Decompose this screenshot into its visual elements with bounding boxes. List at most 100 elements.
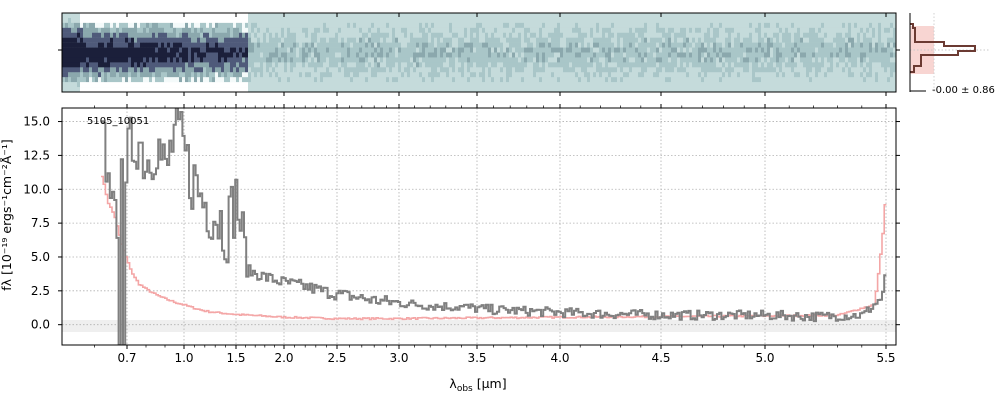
heatmap-cell bbox=[776, 22, 780, 29]
heatmap-cell bbox=[566, 82, 570, 88]
heatmap-cell bbox=[617, 13, 621, 19]
heatmap-cell bbox=[653, 27, 657, 33]
heatmap-cell bbox=[563, 62, 567, 68]
heatmap-cell bbox=[596, 77, 600, 83]
heatmap-cell bbox=[773, 22, 777, 29]
heatmap-cell bbox=[182, 82, 186, 88]
heatmap-cell bbox=[680, 13, 684, 19]
heatmap-cell bbox=[194, 37, 198, 43]
heatmap-cell bbox=[176, 37, 180, 43]
heatmap-cell bbox=[101, 67, 105, 73]
heatmap-cell bbox=[563, 52, 567, 58]
heatmap-cell bbox=[638, 37, 642, 43]
heatmap-cell bbox=[452, 77, 456, 83]
heatmap-cell bbox=[557, 52, 561, 58]
heatmap-cell bbox=[161, 57, 165, 63]
heatmap-cell bbox=[824, 57, 828, 63]
heatmap-cell bbox=[599, 67, 603, 73]
heatmap-cell bbox=[683, 77, 687, 83]
heatmap-cell bbox=[854, 22, 858, 29]
heatmap-cell bbox=[596, 57, 600, 63]
heatmap-cell bbox=[185, 62, 189, 68]
heatmap-cell bbox=[116, 57, 120, 63]
heatmap-cell bbox=[488, 22, 492, 29]
heatmap-cell bbox=[302, 13, 306, 19]
heatmap-cell bbox=[74, 22, 78, 29]
heatmap-cell bbox=[554, 17, 558, 24]
heatmap-cell bbox=[800, 82, 804, 88]
heatmap-cell bbox=[482, 82, 486, 88]
heatmap-cell bbox=[656, 57, 660, 63]
heatmap-cell bbox=[605, 32, 609, 38]
heatmap-cell bbox=[176, 42, 180, 48]
heatmap-cell bbox=[416, 47, 420, 53]
heatmap-cell bbox=[518, 87, 522, 92]
heatmap-cell bbox=[884, 72, 888, 78]
heatmap-cell bbox=[878, 42, 882, 48]
heatmap-cell bbox=[203, 42, 207, 48]
heatmap-cell bbox=[206, 52, 210, 58]
heatmap-cell bbox=[635, 22, 639, 29]
heatmap-cell bbox=[272, 52, 276, 58]
heatmap-cell bbox=[746, 22, 750, 29]
heatmap-cell bbox=[620, 87, 624, 92]
heatmap-cell bbox=[389, 72, 393, 78]
heatmap-cell bbox=[338, 67, 342, 73]
heatmap-cell bbox=[866, 22, 870, 29]
heatmap-cell bbox=[383, 47, 387, 53]
heatmap-cell bbox=[824, 62, 828, 68]
heatmap-cell bbox=[416, 82, 420, 88]
heatmap-cell bbox=[227, 42, 231, 48]
heatmap-cell bbox=[290, 62, 294, 68]
heatmap-cell bbox=[440, 42, 444, 48]
heatmap-cell bbox=[164, 42, 168, 48]
heatmap-cell bbox=[191, 62, 195, 68]
heatmap-cell bbox=[260, 22, 264, 29]
heatmap-cell bbox=[332, 77, 336, 83]
heatmap-cell bbox=[752, 77, 756, 83]
heatmap-cell bbox=[257, 47, 261, 53]
heatmap-cell bbox=[467, 77, 471, 83]
heatmap-cell bbox=[647, 62, 651, 68]
heatmap-cell bbox=[641, 87, 645, 92]
heatmap-cell bbox=[260, 67, 264, 73]
heatmap-cell bbox=[851, 37, 855, 43]
heatmap-cell bbox=[677, 32, 681, 38]
heatmap-cell bbox=[446, 72, 450, 78]
heatmap-cell bbox=[392, 87, 396, 92]
heatmap-cell bbox=[335, 57, 339, 63]
heatmap-cell bbox=[107, 42, 111, 48]
heatmap-cell bbox=[311, 17, 315, 24]
heatmap-cell bbox=[800, 42, 804, 48]
heatmap-cell bbox=[371, 42, 375, 48]
heatmap-cell bbox=[239, 27, 243, 33]
heatmap-cell bbox=[74, 57, 78, 63]
heatmap-cell bbox=[251, 82, 255, 88]
heatmap-cell bbox=[749, 87, 753, 92]
heatmap-cell bbox=[140, 82, 144, 88]
heatmap-cell bbox=[611, 87, 615, 92]
heatmap-cell bbox=[686, 87, 690, 92]
heatmap-cell bbox=[422, 22, 426, 29]
heatmap-cell bbox=[533, 72, 537, 78]
heatmap-cell bbox=[728, 72, 732, 78]
heatmap-cell bbox=[86, 27, 90, 33]
heatmap-cell bbox=[428, 27, 432, 33]
heatmap-cell bbox=[866, 32, 870, 38]
heatmap-cell bbox=[182, 72, 186, 78]
heatmap-cell bbox=[662, 32, 666, 38]
heatmap-cell bbox=[641, 17, 645, 24]
heatmap-cell bbox=[668, 27, 672, 33]
heatmap-cell bbox=[755, 82, 759, 88]
heatmap-cell bbox=[458, 62, 462, 68]
heatmap-cell bbox=[86, 13, 90, 19]
heatmap-cell bbox=[473, 82, 477, 88]
heatmap-cell bbox=[407, 27, 411, 33]
heatmap-cell bbox=[482, 17, 486, 24]
heatmap-cell bbox=[245, 47, 249, 53]
heatmap-cell bbox=[743, 13, 747, 19]
heatmap-cell bbox=[635, 37, 639, 43]
heatmap-cell bbox=[581, 37, 585, 43]
heatmap-cell bbox=[158, 42, 162, 48]
heatmap-cell bbox=[152, 87, 156, 92]
